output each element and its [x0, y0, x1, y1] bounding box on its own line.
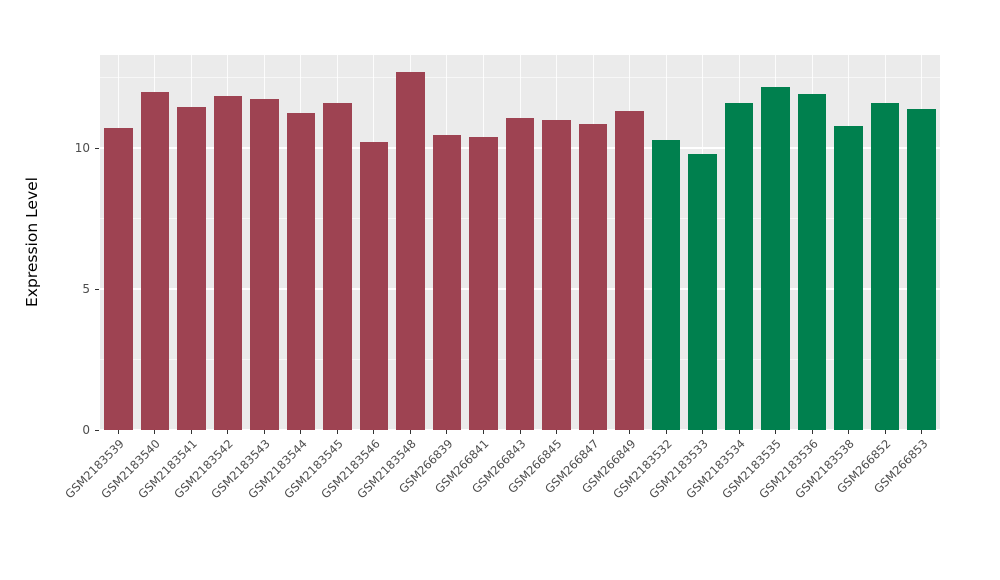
bar [359, 142, 389, 430]
x-tick-mark [227, 430, 229, 434]
bar [724, 102, 754, 430]
x-tick-mark [409, 430, 411, 434]
bar [432, 135, 462, 430]
bar [469, 136, 498, 430]
x-tick-mark [702, 430, 704, 434]
bar [104, 128, 133, 430]
y-tick-label: 5 [82, 282, 90, 297]
y-axis-title: Expression Level [23, 177, 41, 307]
y-tick-mark [95, 429, 99, 431]
y-tick-mark [95, 147, 99, 149]
bar [505, 118, 535, 430]
x-tick-mark [884, 430, 886, 434]
x-tick-mark [300, 430, 302, 434]
x-tick-mark [154, 430, 156, 434]
x-tick-mark [811, 430, 813, 434]
x-tick-mark [373, 430, 375, 434]
x-tick-mark [117, 430, 119, 434]
x-tick-mark [738, 430, 740, 434]
x-tick-mark [592, 430, 594, 434]
bar [688, 153, 717, 430]
x-tick-mark [190, 430, 192, 434]
x-tick-mark [263, 430, 265, 434]
bar [396, 71, 425, 430]
bar [615, 111, 644, 430]
x-tick-mark [848, 430, 850, 434]
y-tick-mark [95, 288, 99, 290]
bar [907, 108, 936, 430]
bar [177, 107, 206, 430]
x-tick-mark [775, 430, 777, 434]
y-tick-label: 0 [82, 423, 90, 437]
bar [834, 125, 863, 430]
x-tick-mark [519, 430, 521, 434]
x-tick-mark [482, 430, 484, 434]
bar [250, 98, 279, 430]
x-tick-mark [336, 430, 338, 434]
y-tick-label: 10 [74, 141, 90, 156]
x-tick-mark [629, 430, 631, 434]
bar [542, 119, 571, 430]
x-tick-mark [446, 430, 448, 434]
x-tick-mark [665, 430, 667, 434]
bar [140, 91, 170, 430]
bar [797, 94, 827, 430]
plot-panel [100, 55, 940, 431]
bar [761, 87, 790, 430]
x-tick-mark [556, 430, 558, 434]
bar [578, 124, 608, 430]
bar [213, 95, 243, 430]
bar [323, 102, 352, 430]
bar [286, 112, 316, 430]
x-tick-mark [921, 430, 923, 434]
bar [870, 102, 900, 430]
bar [651, 139, 681, 430]
